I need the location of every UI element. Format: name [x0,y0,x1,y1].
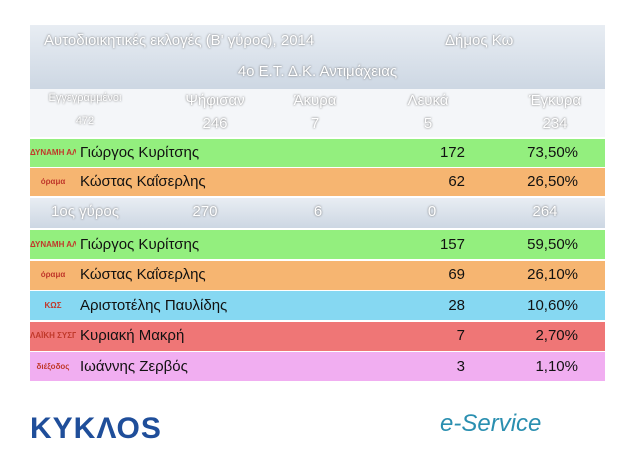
percent: 1,10% [535,357,578,375]
round1-value: 264 [532,203,558,220]
candidate-name: Γιώργος Κυρίτσης [80,235,200,253]
candidate-name: Κώστας Καΐσερλης [80,173,206,190]
summary-value: 5 [423,115,433,132]
summary-header: Εγγεγραμμένοι [48,92,122,104]
summary-band [30,89,605,137]
votes: 3 [456,357,465,375]
row-band [30,168,605,196]
round1-value: 0 [427,203,437,220]
round1-label: 1ος γύρος [51,203,119,220]
summary-value: 234 [542,115,568,132]
summary-header: Λευκά [407,92,449,109]
candidate-name: Κώστας Καΐσερλης [80,266,206,283]
row-band [30,139,605,167]
summary-header: Άκυρα [293,92,337,109]
percent: 10,60% [527,296,578,314]
candidate-name: Ιωάννης Ζερβός [80,357,188,375]
percent: 2,70% [535,327,578,344]
party-logo: ΛΑΪΚΗ ΣΥΣΠΕΙΡΩΣΗ [30,331,76,340]
percent: 73,50% [527,144,578,161]
service: e-Service [440,410,542,437]
candidate-name: Αριστοτέλης Παυλίδης [80,296,228,314]
row-band [30,321,605,351]
party-logo: διέξοδος [36,361,70,371]
header-band [30,25,605,89]
summary-value: 472 [75,115,95,127]
party-logo: ΔΥΝΑΜΗ ΑΛΛΑΓΗΣ [30,148,76,157]
municipality: Δήμος Κω [445,32,514,49]
percent: 26,50% [527,173,578,190]
candidate-name: Κυριακή Μακρή [80,327,185,344]
party-logo: όραμα [40,177,66,186]
row-band [30,260,605,290]
votes: 7 [456,327,465,344]
percent: 59,50% [527,235,578,253]
votes: 62 [448,173,465,190]
row-band [30,230,605,259]
row-band [30,291,605,320]
row-band [30,352,605,381]
party-logo: ΚΩΣ [44,300,62,310]
votes: 172 [439,144,465,161]
votes: 28 [448,296,465,314]
votes: 157 [439,235,465,253]
candidate-name: Γιώργος Κυρίτσης [80,144,200,161]
votes: 69 [448,266,465,283]
title: Αυτοδιοικητικές εκλογές (Β' γύρος), 2014 [44,32,315,49]
summary-header: Έγκυρα [528,92,582,109]
party-logo: ΔΥΝΑΜΗ ΑΛΛΑΓΗΣ [30,239,76,249]
party-logo: όραμα [40,270,66,279]
percent: 26,10% [527,266,578,283]
summary-value: 7 [310,115,320,132]
round1-band [30,198,605,228]
summary-value: 246 [202,115,228,132]
round1-value: 270 [192,203,218,220]
summary-header: Ψήφισαν [185,92,245,109]
brand: ΚΥΚΛΟS [30,412,162,445]
subtitle: 4ο Ε.Τ. Δ.Κ. Αντιμάχειας [237,63,398,80]
round1-value: 6 [313,203,323,220]
